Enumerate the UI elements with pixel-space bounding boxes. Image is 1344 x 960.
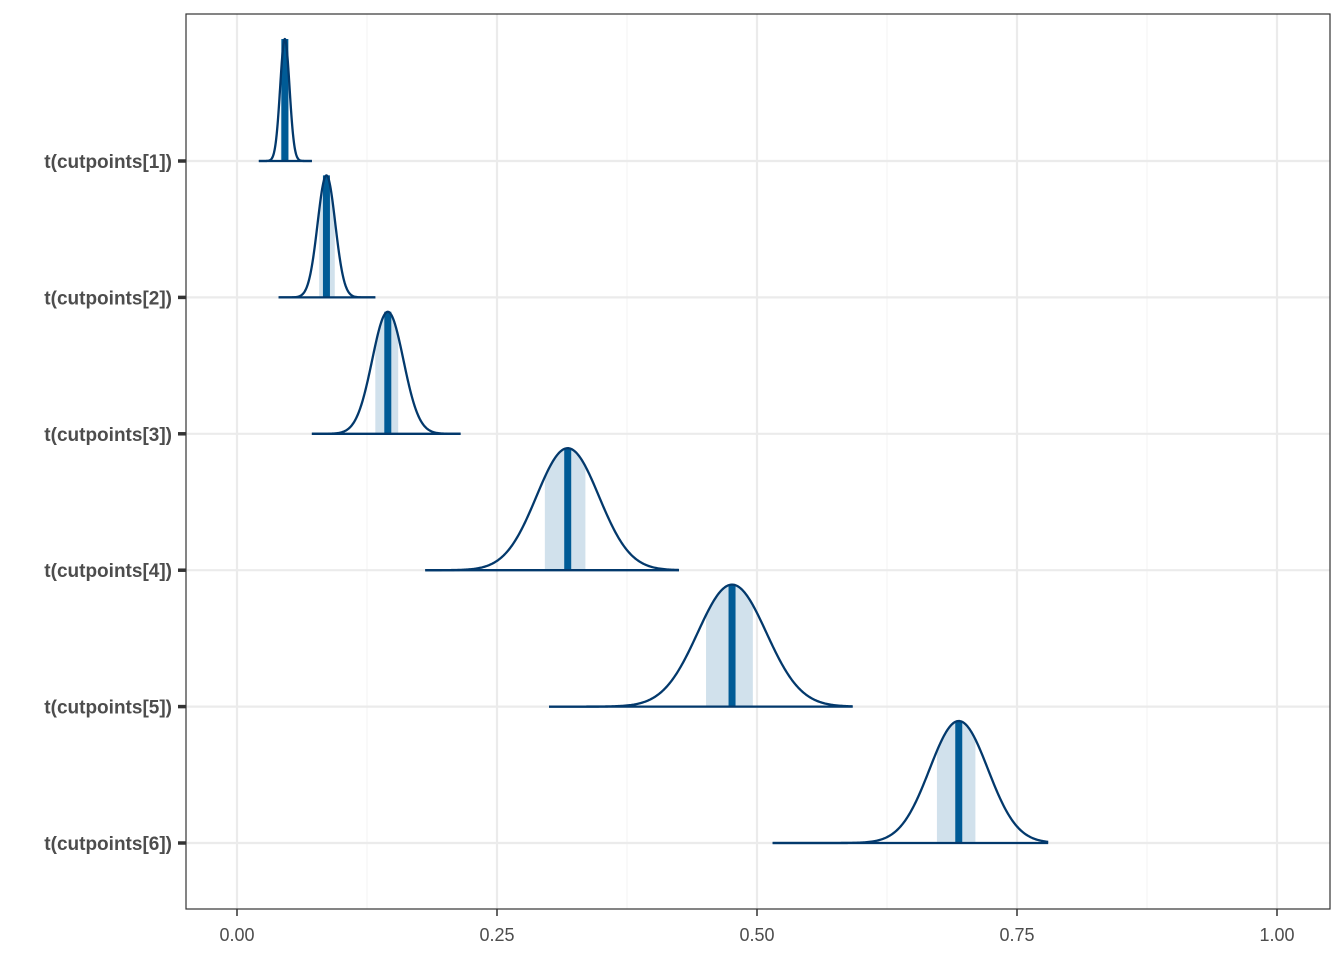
y-tick-label: t(cutpoints[3]) <box>44 425 172 446</box>
y-tick-label: t(cutpoints[5]) <box>44 698 172 719</box>
ridge-4 <box>425 447 680 572</box>
grid-minor-lines <box>366 14 1148 909</box>
x-tick-label: 0.50 <box>739 925 774 945</box>
y-tick-label: t(cutpoints[6]) <box>44 834 172 855</box>
density-ridges <box>257 37 1049 845</box>
ridge-6 <box>772 719 1049 845</box>
ridge-5 <box>549 583 853 708</box>
ridge-3 <box>311 310 462 435</box>
x-tick-label: 0.00 <box>219 925 254 945</box>
x-axis: 0.00 0.25 0.50 0.75 1.00 <box>219 909 1295 945</box>
x-tick-label: 1.00 <box>1259 925 1294 945</box>
y-axis: t(cutpoints[1]) t(cutpoints[2]) t(cutpoint… <box>44 152 186 855</box>
plot-border <box>185 13 1331 910</box>
y-tick-label: t(cutpoints[1]) <box>44 152 172 173</box>
ridge-1 <box>257 37 313 163</box>
y-tick-label: t(cutpoints[4]) <box>44 561 172 582</box>
y-tick-label: t(cutpoints[2]) <box>44 288 172 309</box>
x-tick-label: 0.25 <box>479 925 514 945</box>
x-tick-label: 0.75 <box>999 925 1034 945</box>
ridge-2 <box>277 174 377 299</box>
